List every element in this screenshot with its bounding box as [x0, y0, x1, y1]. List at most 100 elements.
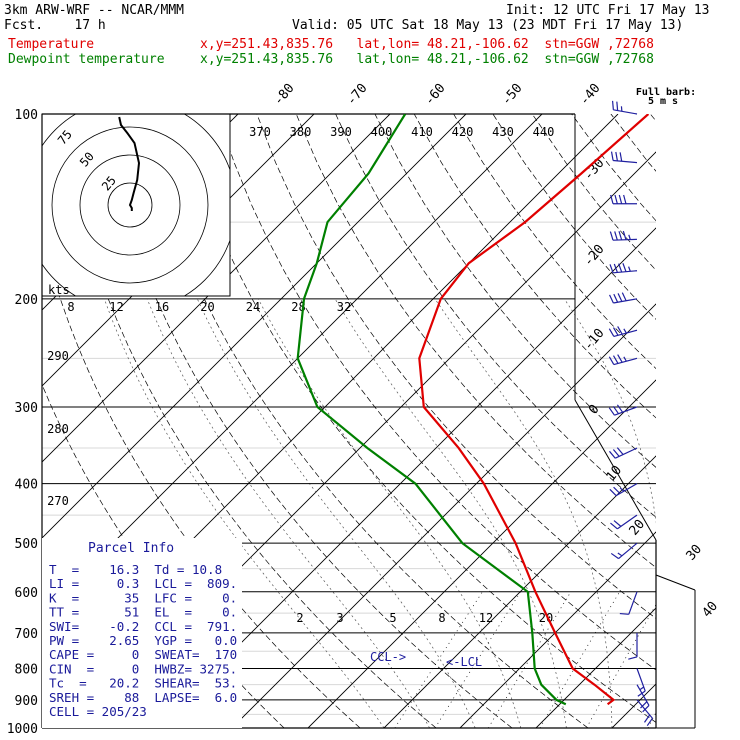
- wind-barb: [610, 542, 638, 560]
- parcel-info-row: Tc = 20.2 SHEAR= 53.: [49, 676, 237, 691]
- wind-barb-flag: [622, 263, 627, 272]
- wind-barb-flag: [628, 656, 638, 660]
- wind-barb-flag: [613, 520, 622, 527]
- dry-adiabat: [531, 114, 656, 271]
- wind-barb-flag: [642, 705, 650, 713]
- parcel-info-row: CIN = 0 HWBZ= 3275.: [49, 661, 237, 676]
- isotherm-label: -10: [581, 326, 608, 354]
- theta-label: 420: [452, 125, 474, 139]
- wind-barb-flag: [612, 449, 620, 457]
- wind-barb: [619, 591, 638, 615]
- parcel-info-row: SWI= -0.2 CCL = 791.: [49, 619, 237, 634]
- hodograph-ring: [107, 182, 153, 228]
- pressure-tick-label: 500: [15, 537, 38, 552]
- wind-barb-flag: [614, 194, 618, 204]
- hodograph-units: kts: [48, 283, 70, 297]
- wind-barb-flag: [622, 230, 627, 240]
- pressure-tick-label: 100: [15, 108, 38, 123]
- barb-legend-title: Full barb:: [636, 87, 696, 98]
- pressure-tick-label: 200: [15, 293, 38, 308]
- isotherm-label: -60: [422, 81, 449, 109]
- moist-adiabat: [196, 298, 476, 728]
- dry-adiabat: [690, 114, 740, 728]
- wind-barb-flag: [619, 612, 629, 615]
- wind-barb-staff: [636, 699, 653, 719]
- wind-barb-staff: [628, 591, 638, 615]
- wind-barb-flag: [616, 404, 624, 413]
- wind-barb-flag: [646, 717, 653, 727]
- wind-barb: [609, 263, 638, 274]
- hodograph-ring: [79, 154, 181, 256]
- parcel-info-row: T = 16.3 Td = 10.8: [49, 562, 222, 577]
- dry-adiabat: [729, 114, 740, 728]
- wind-barb-flag: [628, 234, 631, 240]
- wind-barb-flag: [623, 356, 627, 362]
- theta-label: 370: [249, 125, 271, 139]
- wind-barb: [610, 151, 638, 164]
- theta-label: 430: [492, 125, 514, 139]
- wind-barb-flag: [619, 487, 625, 492]
- pressure-tick-label: 1000: [7, 722, 38, 737]
- dry-adiabat: [217, 114, 656, 671]
- wind-barb: [609, 483, 638, 497]
- moist-adiabat: [703, 299, 731, 728]
- wind-barb-flag: [618, 194, 623, 204]
- wind-barb: [609, 230, 638, 241]
- theta-label-left: 270: [47, 494, 69, 508]
- theta-label-left: 280: [47, 422, 69, 436]
- moist-adiabat: [564, 298, 656, 524]
- wind-barb-flag: [640, 701, 648, 709]
- hodograph-speed-tick: 32: [337, 300, 351, 314]
- hodograph-speed-tick: 8: [67, 300, 74, 314]
- theta-label: 410: [411, 125, 433, 139]
- wind-barb-staff: [618, 542, 638, 560]
- parcel-info-row: SREH = 88 LAPSE= 6.0: [49, 690, 237, 705]
- pressure-tick-label: 400: [15, 478, 38, 493]
- isotherm-line: [307, 379, 656, 728]
- isotherm-line: [42, 114, 467, 539]
- hodograph-speed-tick: 24: [246, 300, 260, 314]
- isotherm-line: [383, 455, 656, 728]
- isotherm-label: -40: [577, 81, 604, 109]
- isotherm-line: [42, 114, 391, 463]
- theta-label: 440: [533, 125, 555, 139]
- wind-barb-flag: [615, 151, 618, 162]
- wind-barb-flag: [608, 356, 615, 365]
- valid-time: Valid: 05 UTC Sat 18 May 13 (23 MDT Fri …: [292, 18, 684, 33]
- wind-barb: [636, 699, 653, 727]
- wind-barb-flag: [617, 293, 623, 302]
- isotherm-line: [42, 114, 543, 615]
- wind-barb-flag: [609, 264, 614, 274]
- mixing-ratio-label: 12: [479, 611, 493, 625]
- isotherm-label: -50: [499, 81, 526, 109]
- parcel-info-row: TT = 51 EL = 0.: [49, 605, 237, 620]
- mixing-ratio-label: 8: [438, 611, 445, 625]
- dry-adiabat: [295, 114, 656, 569]
- wind-barb-flag: [643, 714, 651, 723]
- hodograph-trace: [118, 116, 141, 211]
- wind-barb: [608, 326, 638, 338]
- wind-barb: [609, 292, 638, 304]
- dry-adiabat: [177, 114, 656, 723]
- dewpoint-location: x,y=251.43,835.76 lat,lon= 48.21,-106.62…: [200, 52, 654, 67]
- wind-barb-flag: [610, 522, 618, 530]
- isotherm-label: -20: [581, 242, 608, 270]
- wind-barb: [608, 354, 638, 366]
- parcel-info-row: PW = 2.65 YGP = 0.0: [49, 633, 237, 648]
- parcel-info-row: CAPE = 0 SWEAT= 170: [49, 647, 237, 662]
- hodograph-speed-tick: 20: [200, 300, 214, 314]
- wind-barb-staff: [613, 109, 638, 115]
- dewpoint-profile: [296, 114, 567, 706]
- wind-barb: [608, 404, 638, 416]
- moist-adiabat: [103, 298, 385, 728]
- wind-barb-flag: [613, 486, 621, 494]
- hodograph-speed-tick: 16: [155, 300, 169, 314]
- isotherm-label: -70: [344, 81, 371, 109]
- wind-barb-flag: [610, 552, 619, 560]
- skew-edge: [574, 399, 657, 541]
- theta-label: 390: [330, 125, 352, 139]
- wind-barb-flag: [614, 231, 618, 241]
- isotherm-line: [688, 114, 740, 728]
- parcel-info-title: Parcel Info: [88, 541, 174, 556]
